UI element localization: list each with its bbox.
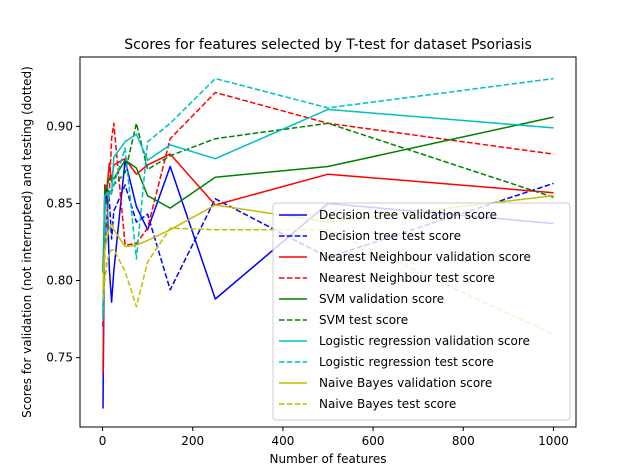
x-tick-label: 400 <box>271 434 294 448</box>
y-tick-label: 0.90 <box>46 119 73 133</box>
series-line-svm-test-score <box>102 122 554 307</box>
series-line-logistic-regression-test-score <box>102 77 554 320</box>
x-tick-label: 600 <box>362 434 385 448</box>
x-tick-label: 200 <box>181 434 204 448</box>
legend-frame <box>272 202 571 421</box>
legend-label: Nearest Neighbour test score <box>319 271 495 285</box>
legend-label: Logistic regression validation score <box>319 334 530 348</box>
series-line-logistic-regression-validation-score <box>102 108 554 315</box>
legend-label: Naive Bayes test score <box>319 397 456 411</box>
series-line-naive-bayes-test-score <box>102 227 554 336</box>
legend-label: Logistic regression test score <box>319 355 494 369</box>
x-axis-label: Number of features <box>270 452 387 466</box>
legend-label: Naive Bayes validation score <box>319 376 492 390</box>
x-tick-label: 1000 <box>538 434 569 448</box>
y-tick-label: 0.85 <box>46 196 73 210</box>
series-line-nearest-neighbour-test-score <box>102 91 554 315</box>
x-tick-label: 800 <box>452 434 475 448</box>
x-tick-label: 0 <box>99 434 107 448</box>
y-tick-label: 0.80 <box>46 274 73 288</box>
y-axis-label: Scores for validation (not interrupted) … <box>20 66 34 418</box>
y-axis: 0.75 0.80 0.85 0.90 <box>46 119 80 365</box>
x-axis: 0 200 400 600 800 1000 <box>99 427 569 448</box>
chart-title: Scores for features selected by T-test f… <box>124 37 532 53</box>
legend-label: Nearest Neighbour validation score <box>319 250 531 264</box>
legend-label: Decision tree validation score <box>319 208 497 222</box>
plot-frame <box>79 56 577 428</box>
series-layer <box>102 77 554 409</box>
legend: Decision tree validation score Decision t… <box>272 202 571 421</box>
series-line-svm-validation-score <box>102 116 554 273</box>
legend-label: Decision tree test score <box>319 229 461 243</box>
series-line-naive-bayes-validation-score <box>102 194 554 292</box>
y-tick-label: 0.75 <box>46 351 73 365</box>
legend-label: SVM test score <box>319 313 408 327</box>
legend-label: SVM validation score <box>319 292 444 306</box>
series-line-decision-tree-test-score <box>102 182 554 327</box>
